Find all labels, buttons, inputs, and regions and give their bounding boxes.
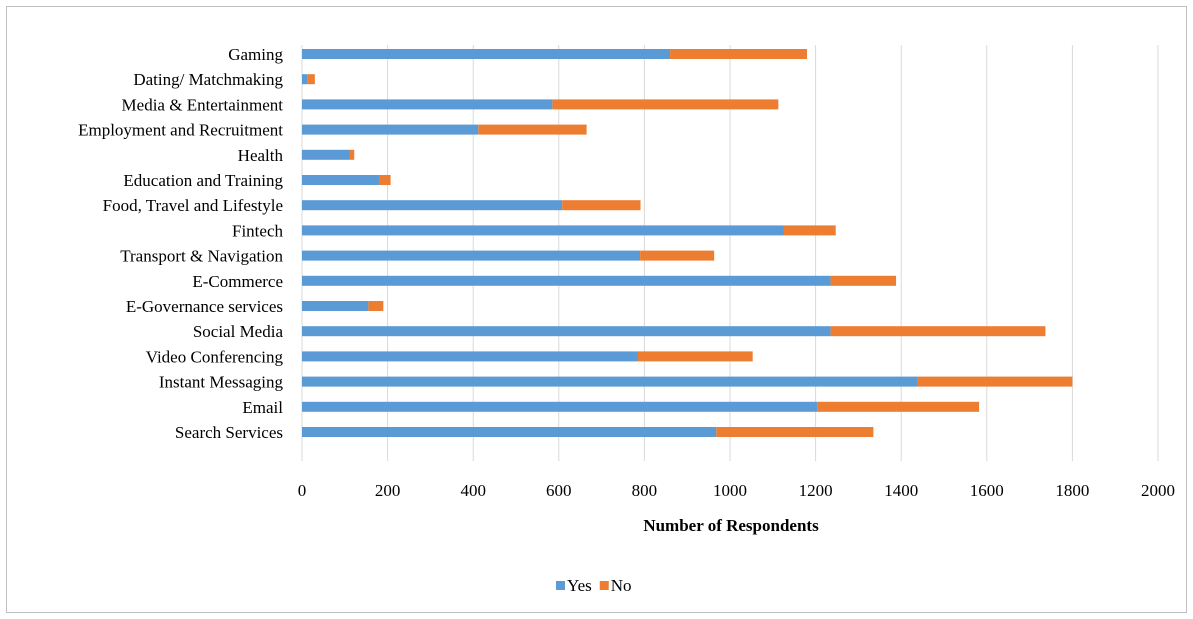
bar-no <box>817 401 980 412</box>
bar-no <box>917 376 1073 387</box>
category-label: Dating/ Matchmaking <box>133 70 283 89</box>
category-labels: Gaming Dating/ Matchmaking Media & Enterta… <box>78 45 283 442</box>
category-label: Health <box>238 146 284 165</box>
legend-label-yes: Yes <box>567 576 592 595</box>
x-tick-label: 800 <box>632 481 658 500</box>
bar-yes <box>302 351 638 362</box>
x-tick-label: 1600 <box>970 481 1004 500</box>
bar-yes <box>302 74 308 85</box>
legend-swatch-no <box>599 581 609 590</box>
x-tick-label: 2000 <box>1141 481 1175 500</box>
category-label: Transport & Navigation <box>120 247 283 266</box>
bar-yes <box>302 200 563 211</box>
bar-no <box>368 301 384 311</box>
bar-yes <box>302 175 380 185</box>
x-tick-label: 400 <box>460 481 486 500</box>
stacked-bar-chart: Gaming Dating/ Matchmaking Media & Enterta… <box>78 45 1175 595</box>
legend-swatch-yes <box>556 581 565 590</box>
x-tick-label: 600 <box>546 481 572 500</box>
x-tick-label: 0 <box>298 481 307 500</box>
category-label: E-Commerce <box>192 272 283 291</box>
x-tick-label: 200 <box>375 481 401 500</box>
bar-yes <box>302 427 717 437</box>
bar-yes <box>302 49 671 59</box>
bar-no <box>640 250 715 261</box>
x-tick-label: 1200 <box>799 481 833 500</box>
legend: Yes No <box>556 576 632 595</box>
category-label: Search Services <box>175 423 283 442</box>
bar-yes <box>302 149 350 160</box>
chart-frame: Gaming Dating/ Matchmaking Media & Enterta… <box>6 6 1187 613</box>
bar-no <box>670 49 808 59</box>
bar-no <box>562 200 641 211</box>
bar-no <box>783 225 836 236</box>
x-axis-title: Number of Respondents <box>643 516 819 535</box>
bar-yes <box>302 275 831 286</box>
x-tick-labels: 0 200 400 600 800 1000 1200 1400 1600 1800 2000 <box>298 481 1175 500</box>
category-label: Email <box>242 398 283 417</box>
x-tick-label: 1400 <box>884 481 918 500</box>
legend-label-no: No <box>611 576 632 595</box>
bar-yes <box>302 401 818 412</box>
bar-no <box>349 149 355 160</box>
category-label: Gaming <box>228 45 283 64</box>
category-label: Education and Training <box>123 171 283 190</box>
bar-yes <box>302 124 479 135</box>
bar-no <box>478 124 587 135</box>
category-label: Fintech <box>232 221 283 240</box>
category-label: Video Conferencing <box>146 347 284 366</box>
bar-no <box>552 99 779 110</box>
category-label: Social Media <box>193 322 284 341</box>
bar-yes <box>302 225 784 236</box>
category-label: Employment and Recruitment <box>78 121 283 140</box>
bar-yes <box>302 326 831 337</box>
bar-no <box>379 175 391 185</box>
bar-no <box>716 427 874 437</box>
bar-yes <box>302 301 369 311</box>
category-label: Media & Entertainment <box>122 95 284 114</box>
category-label: Food, Travel and Lifestyle <box>103 196 283 215</box>
category-label: Instant Messaging <box>159 373 284 392</box>
bar-yes <box>302 376 918 387</box>
category-label: E-Governance services <box>126 297 283 316</box>
x-tick-label: 1000 <box>713 481 747 500</box>
bar-yes <box>302 250 641 261</box>
bar-no <box>637 351 753 362</box>
bar-yes <box>302 99 553 110</box>
bars <box>302 49 1073 437</box>
bar-no <box>830 275 897 286</box>
bar-no <box>830 326 1046 337</box>
x-tick-label: 1800 <box>1055 481 1089 500</box>
bar-no <box>307 74 315 85</box>
